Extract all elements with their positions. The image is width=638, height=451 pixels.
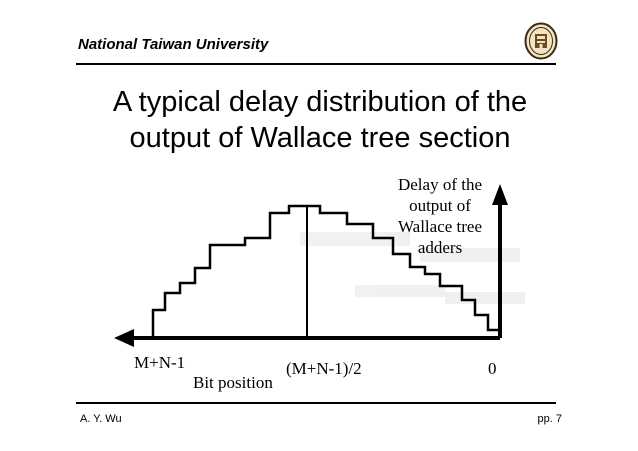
x-axis-arrow (114, 329, 134, 347)
y-axis-label-line-1: Delay of the (398, 175, 482, 194)
slide-title: A typical delay distribution of the outp… (70, 84, 570, 156)
header-divider (76, 63, 556, 65)
y-axis-label-line-3: Wallace tree (398, 217, 482, 236)
x-axis-label: Bit position (193, 373, 273, 392)
footer-author: A. Y. Wu (80, 413, 122, 425)
y-axis-arrow (492, 184, 508, 205)
delay-staircase (143, 204, 500, 340)
slide-title-line-1: A typical delay distribution of the (112, 86, 528, 118)
y-axis-label-line-2: output of (409, 196, 471, 215)
institution-name: National Taiwan University (78, 36, 269, 53)
footer-divider (76, 402, 556, 404)
university-seal-icon (524, 22, 558, 60)
footer-page-number: pp. 7 (537, 413, 562, 425)
tick-label-middle: (M+N-1)/2 (286, 359, 362, 378)
y-axis-label-line-4: adders (418, 238, 462, 257)
tick-label-left: M+N-1 (134, 353, 185, 372)
tick-label-right: 0 (488, 359, 497, 378)
slide-title-line-2: output of Wallace tree section (129, 122, 511, 154)
